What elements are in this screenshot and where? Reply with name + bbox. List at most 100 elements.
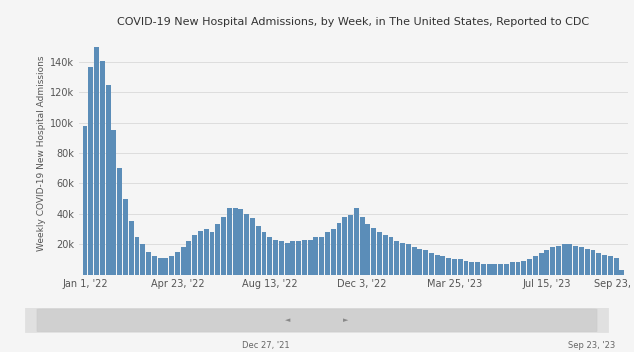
- Bar: [204, 229, 209, 275]
- Bar: [435, 255, 439, 275]
- Text: ►: ►: [344, 317, 349, 323]
- Bar: [244, 214, 249, 275]
- Bar: [117, 168, 122, 275]
- Bar: [279, 241, 284, 275]
- Bar: [590, 250, 595, 275]
- Bar: [146, 252, 151, 275]
- Bar: [371, 227, 376, 275]
- Bar: [290, 241, 295, 275]
- Bar: [539, 253, 543, 275]
- Bar: [94, 47, 99, 275]
- Bar: [504, 264, 509, 275]
- Bar: [238, 209, 243, 275]
- Bar: [256, 226, 261, 275]
- Bar: [348, 215, 353, 275]
- Bar: [181, 247, 186, 275]
- FancyBboxPatch shape: [25, 308, 609, 333]
- Bar: [446, 258, 451, 275]
- Bar: [210, 232, 214, 275]
- Bar: [106, 85, 110, 275]
- Bar: [152, 256, 157, 275]
- Bar: [417, 249, 422, 275]
- Bar: [140, 244, 145, 275]
- Bar: [493, 264, 497, 275]
- Bar: [88, 67, 93, 275]
- Bar: [307, 240, 313, 275]
- Bar: [383, 235, 387, 275]
- Bar: [325, 232, 330, 275]
- Text: ◄: ◄: [285, 317, 290, 323]
- Bar: [320, 237, 324, 275]
- Bar: [510, 263, 515, 275]
- Bar: [545, 250, 549, 275]
- Bar: [359, 217, 365, 275]
- Bar: [597, 253, 601, 275]
- Bar: [619, 270, 624, 275]
- Bar: [550, 247, 555, 275]
- Bar: [192, 235, 197, 275]
- Bar: [533, 256, 538, 275]
- Bar: [302, 240, 307, 275]
- Bar: [250, 218, 255, 275]
- Bar: [567, 244, 573, 275]
- Bar: [515, 263, 521, 275]
- Bar: [487, 264, 491, 275]
- Bar: [285, 243, 290, 275]
- Bar: [527, 259, 532, 275]
- Bar: [441, 256, 446, 275]
- Bar: [406, 244, 411, 275]
- Bar: [331, 229, 336, 275]
- Bar: [313, 237, 318, 275]
- Bar: [481, 264, 486, 275]
- Bar: [389, 237, 394, 275]
- Bar: [463, 261, 469, 275]
- Title: COVID-19 New Hospital Admissions, by Week, in The United States, Reported to CDC: COVID-19 New Hospital Admissions, by Wee…: [117, 17, 590, 27]
- Bar: [342, 217, 347, 275]
- Bar: [169, 256, 174, 275]
- Bar: [337, 223, 342, 275]
- Bar: [82, 126, 87, 275]
- Bar: [112, 130, 117, 275]
- Bar: [585, 249, 590, 275]
- Bar: [261, 232, 266, 275]
- Bar: [198, 231, 203, 275]
- Bar: [469, 263, 474, 275]
- Bar: [186, 241, 191, 275]
- Bar: [268, 237, 272, 275]
- Bar: [573, 246, 578, 275]
- Bar: [100, 61, 105, 275]
- Bar: [429, 253, 434, 275]
- Bar: [365, 225, 370, 275]
- Bar: [608, 256, 613, 275]
- Bar: [475, 263, 480, 275]
- Y-axis label: Weekly COVID-19 New Hospital Admissions: Weekly COVID-19 New Hospital Admissions: [37, 55, 46, 251]
- Bar: [411, 247, 417, 275]
- Bar: [521, 261, 526, 275]
- Text: Dec 27, '21: Dec 27, '21: [242, 341, 290, 351]
- Bar: [158, 258, 162, 275]
- Bar: [458, 259, 463, 275]
- Bar: [134, 237, 139, 275]
- Bar: [129, 221, 134, 275]
- Bar: [498, 264, 503, 275]
- Bar: [377, 232, 382, 275]
- Bar: [423, 250, 428, 275]
- Bar: [221, 217, 226, 275]
- Bar: [614, 258, 619, 275]
- Bar: [273, 240, 278, 275]
- Text: Sep 23, '23: Sep 23, '23: [567, 341, 615, 351]
- Bar: [123, 199, 128, 275]
- Bar: [556, 246, 561, 275]
- Bar: [296, 241, 301, 275]
- Bar: [579, 247, 584, 275]
- Bar: [562, 244, 567, 275]
- Bar: [400, 243, 405, 275]
- Bar: [452, 259, 457, 275]
- Bar: [164, 258, 168, 275]
- Bar: [216, 225, 220, 275]
- Bar: [394, 241, 399, 275]
- Bar: [227, 208, 232, 275]
- Bar: [233, 208, 238, 275]
- FancyBboxPatch shape: [37, 309, 597, 332]
- Bar: [602, 255, 607, 275]
